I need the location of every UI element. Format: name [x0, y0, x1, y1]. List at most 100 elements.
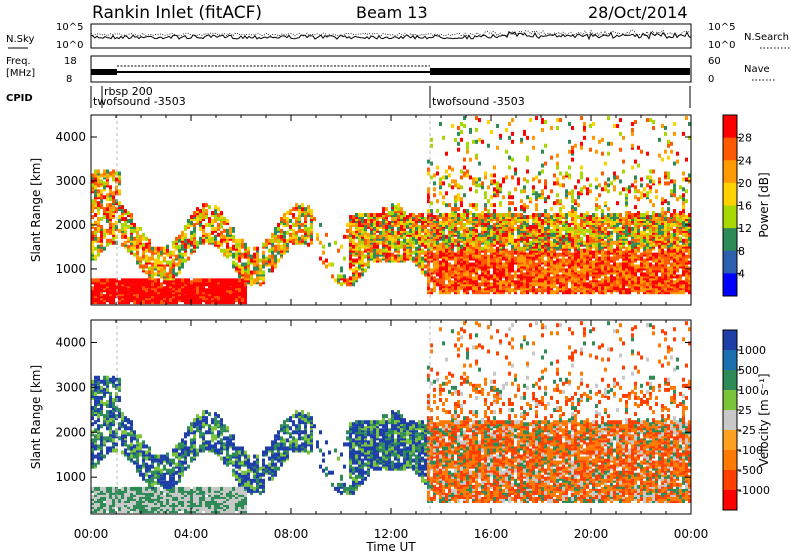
power-cell — [280, 244, 283, 249]
power-cell — [640, 242, 643, 247]
power-cell — [337, 278, 340, 283]
power-cell — [553, 201, 556, 206]
power-cell — [634, 238, 637, 243]
power-cell — [430, 175, 433, 180]
power-cell — [583, 240, 586, 245]
power-cell — [598, 216, 601, 221]
power-cell — [460, 175, 463, 180]
power-cell — [544, 288, 547, 293]
power-cell — [475, 238, 478, 243]
power-cell — [445, 191, 448, 196]
power-cell — [439, 213, 442, 218]
power-cell — [640, 195, 643, 200]
power-cell — [97, 179, 100, 184]
power-cell — [658, 137, 661, 142]
power-cell — [478, 236, 481, 241]
power-cell — [439, 286, 442, 291]
power-cell — [505, 260, 508, 265]
power-cell — [97, 252, 100, 257]
power-cell — [427, 272, 430, 277]
power-cell — [475, 139, 478, 144]
power-cell — [556, 181, 559, 186]
power-cell — [544, 260, 547, 265]
power-cell — [493, 282, 496, 287]
power-cell — [661, 260, 664, 265]
power-cell — [568, 173, 571, 178]
power-cell — [517, 250, 520, 255]
power-cell — [229, 226, 232, 231]
power-cell — [457, 230, 460, 235]
power-cell — [541, 258, 544, 263]
power-cell — [598, 242, 601, 247]
power-cell — [502, 280, 505, 285]
power-cell — [502, 286, 505, 291]
power-cell — [607, 276, 610, 281]
power-cell — [91, 286, 94, 291]
power-cell — [640, 191, 643, 196]
power-cell — [97, 189, 100, 194]
power-cell — [427, 262, 430, 267]
power-cell — [127, 211, 130, 216]
power-cell — [262, 242, 265, 247]
power-cell — [202, 286, 205, 291]
power-cell — [250, 254, 253, 259]
power-cell — [406, 238, 409, 243]
power-cell — [286, 230, 289, 235]
power-cell — [232, 234, 235, 239]
power-cell — [454, 183, 457, 188]
power-cell — [487, 270, 490, 275]
power-cell — [145, 284, 148, 289]
power-cell — [397, 207, 400, 212]
power-cell — [229, 278, 232, 283]
power-cell — [649, 199, 652, 204]
power-cell — [553, 181, 556, 186]
power-cell — [631, 165, 634, 170]
power-cell — [556, 258, 559, 263]
power-cell — [601, 256, 604, 261]
power-cell — [460, 244, 463, 249]
power-cell — [433, 232, 436, 237]
power-cell — [580, 254, 583, 259]
power-cell — [427, 187, 430, 192]
power-cell — [643, 246, 646, 251]
power-cell — [625, 280, 628, 285]
power-cell — [241, 242, 244, 247]
power-cell — [427, 286, 430, 291]
power-cell — [508, 155, 511, 160]
power-cell — [544, 236, 547, 241]
power-cell — [316, 232, 319, 237]
power-cell — [460, 121, 463, 126]
power-cell — [361, 244, 364, 249]
power-cell — [103, 169, 106, 174]
power-cell — [658, 177, 661, 182]
power-cell — [382, 220, 385, 225]
power-cell — [586, 266, 589, 271]
power-cell — [586, 187, 589, 192]
power-cell — [457, 226, 460, 231]
power-cell — [526, 155, 529, 160]
power-cell — [577, 262, 580, 267]
power-cell — [472, 177, 475, 182]
power-cell — [352, 282, 355, 287]
power-cell — [616, 286, 619, 291]
power-cell — [583, 213, 586, 218]
power-cell — [601, 213, 604, 218]
power-cell — [355, 258, 358, 263]
power-cell — [640, 230, 643, 235]
power-cell — [244, 242, 247, 247]
power-cell — [403, 224, 406, 229]
power-cell — [556, 252, 559, 257]
power-cell — [661, 224, 664, 229]
power-cell — [361, 272, 364, 277]
power-cell — [478, 282, 481, 287]
power-cell — [571, 272, 574, 277]
power-cell — [613, 248, 616, 253]
power-cell — [607, 151, 610, 156]
power-cell — [445, 224, 448, 229]
power-cell — [262, 254, 265, 259]
power-cell — [160, 250, 163, 255]
power-cell — [436, 246, 439, 251]
power-cell — [418, 254, 421, 259]
power-cell — [520, 189, 523, 194]
power-cell — [628, 189, 631, 194]
